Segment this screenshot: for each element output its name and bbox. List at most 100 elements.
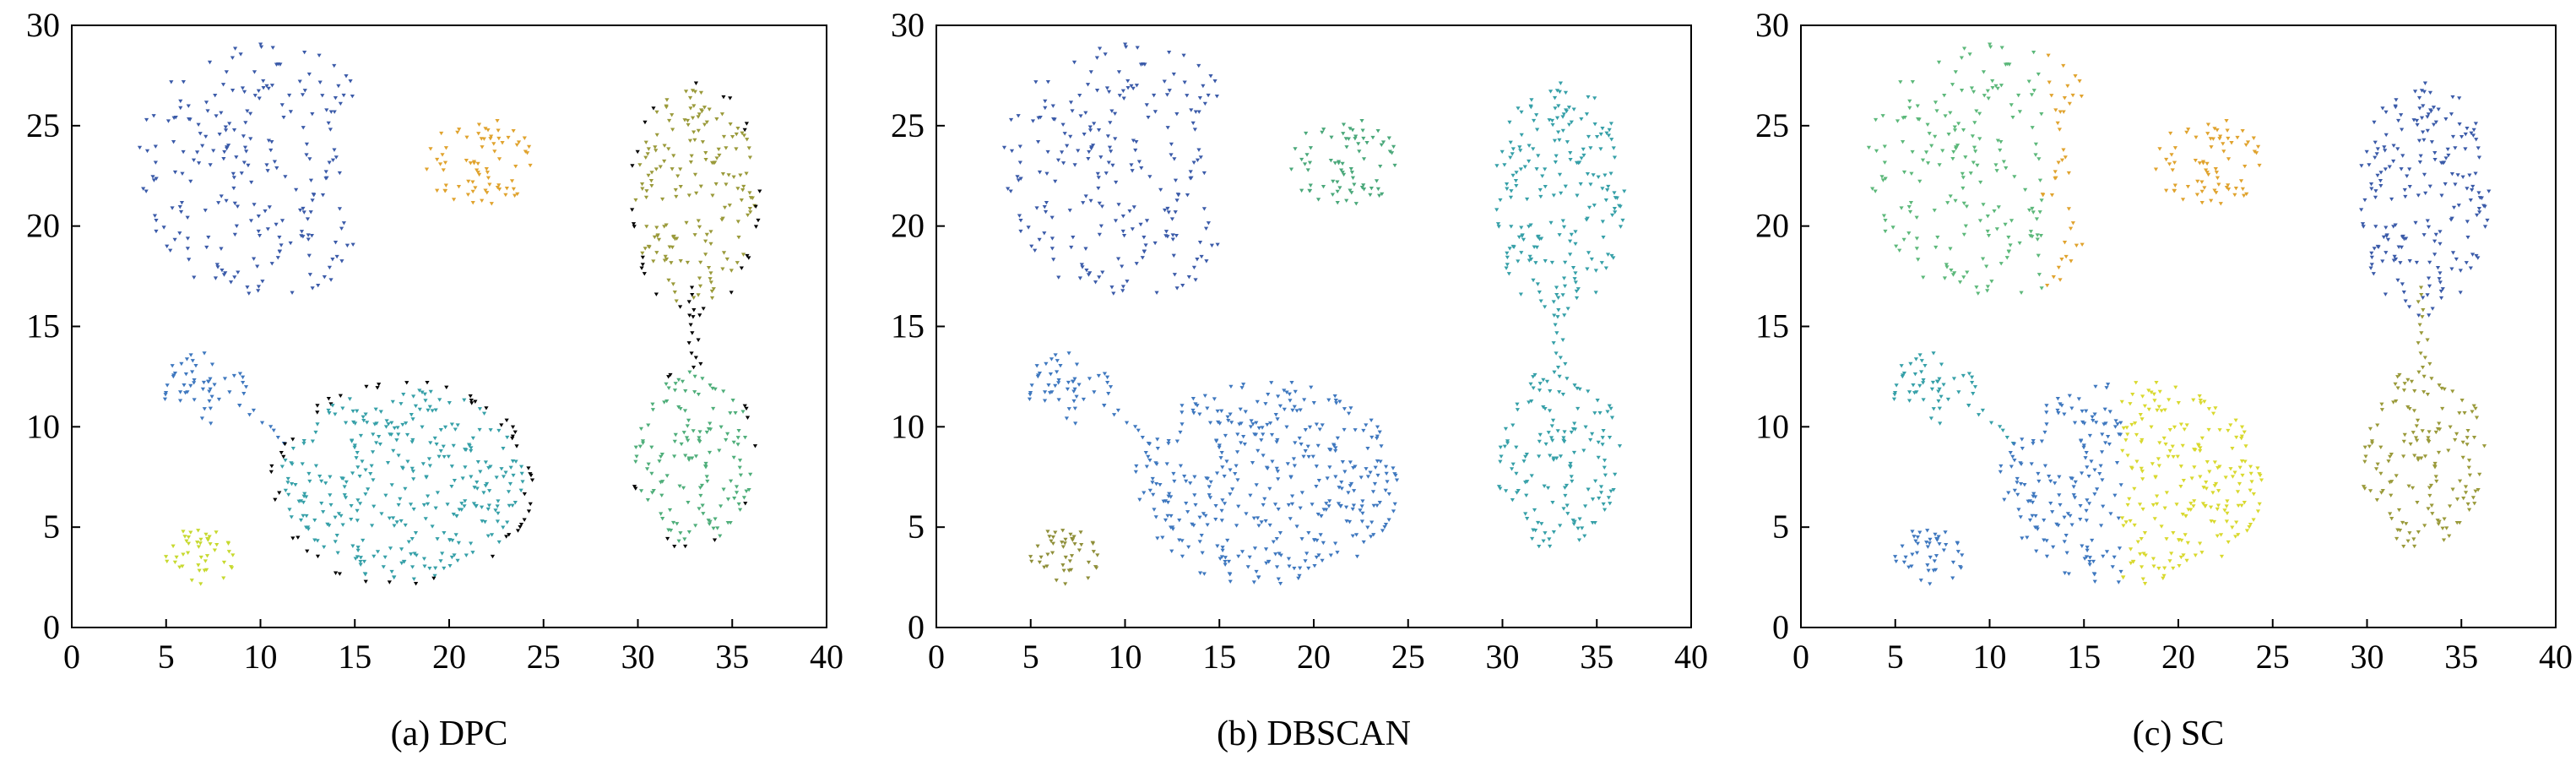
data-point <box>2049 193 2055 198</box>
data-point <box>1066 407 1071 411</box>
data-point <box>203 134 209 139</box>
data-point <box>678 305 683 309</box>
data-point <box>744 122 749 126</box>
data-point <box>711 287 716 291</box>
data-point <box>664 98 670 102</box>
data-point <box>2218 533 2224 537</box>
data-point <box>1274 440 1279 444</box>
data-point <box>716 147 721 152</box>
data-point <box>2071 485 2076 489</box>
data-point <box>507 503 512 508</box>
data-point <box>435 157 440 162</box>
data-point <box>1945 397 1951 402</box>
data-point <box>2235 135 2240 140</box>
data-point <box>1120 229 1125 234</box>
data-point <box>2374 152 2379 156</box>
data-point <box>2100 478 2105 482</box>
data-point <box>728 411 733 416</box>
data-point <box>459 508 464 512</box>
data-point <box>2149 390 2154 394</box>
data-point <box>1375 129 1380 133</box>
data-point <box>677 484 682 488</box>
data-point <box>421 557 427 561</box>
data-point <box>1288 167 1294 171</box>
data-point <box>187 258 192 262</box>
data-point <box>1220 546 1225 550</box>
data-point <box>2198 475 2203 479</box>
data-point <box>188 383 193 388</box>
data-point <box>1161 499 1166 504</box>
x-tick-label: 35 <box>2444 638 2478 676</box>
data-point <box>409 440 415 444</box>
data-point <box>1060 122 1066 128</box>
data-point <box>645 152 650 156</box>
data-point <box>1302 162 1308 166</box>
data-point <box>1344 198 1349 203</box>
data-point <box>348 79 353 84</box>
data-point <box>2438 271 2443 275</box>
data-point <box>1060 541 1065 545</box>
data-point <box>639 266 644 270</box>
data-point <box>171 116 176 121</box>
data-point <box>2427 361 2432 367</box>
data-point <box>2028 234 2033 238</box>
data-point <box>2051 274 2056 280</box>
data-point <box>1566 122 1572 128</box>
data-point <box>1502 444 1507 449</box>
data-point <box>2465 236 2470 240</box>
data-point <box>1321 128 1326 132</box>
data-point <box>1998 139 2004 144</box>
data-point <box>1351 503 1357 508</box>
data-point <box>1170 237 1175 242</box>
data-point <box>2010 454 2015 459</box>
data-point <box>2226 136 2231 141</box>
data-point <box>709 289 714 294</box>
data-point <box>2139 437 2145 443</box>
data-point <box>310 198 315 203</box>
data-point <box>2059 258 2064 262</box>
data-point <box>1592 204 1597 208</box>
data-point <box>182 535 187 539</box>
data-point <box>354 456 359 460</box>
data-point <box>1333 448 1338 454</box>
data-point <box>1093 280 1098 285</box>
data-point <box>414 553 419 557</box>
data-point <box>1547 537 1552 541</box>
data-point <box>1304 551 1310 556</box>
data-point <box>499 467 504 471</box>
data-point <box>256 285 262 289</box>
data-point <box>1220 498 1225 503</box>
data-point <box>1368 470 1373 475</box>
data-point <box>2178 555 2183 560</box>
data-point <box>1608 171 1613 176</box>
data-point <box>196 529 201 533</box>
data-point <box>1990 85 1995 90</box>
data-point <box>333 515 338 520</box>
data-point <box>377 383 382 387</box>
data-point <box>720 171 726 177</box>
data-point <box>1337 486 1342 490</box>
data-point <box>703 158 708 162</box>
data-point <box>301 442 306 446</box>
data-point <box>2244 529 2250 533</box>
data-point <box>2429 503 2434 508</box>
data-point <box>1077 276 1083 280</box>
data-point <box>1907 209 1913 215</box>
data-point <box>1029 559 1034 564</box>
data-point <box>672 236 678 242</box>
data-point <box>643 155 648 160</box>
data-point <box>1136 428 1141 433</box>
data-point <box>327 160 332 165</box>
data-point <box>708 242 713 247</box>
data-point <box>1509 467 1515 471</box>
data-point <box>385 460 391 465</box>
data-point <box>2161 573 2167 579</box>
data-point <box>1117 94 1122 98</box>
data-point <box>1527 254 1532 259</box>
data-point <box>1960 186 1966 191</box>
data-point <box>365 421 370 425</box>
data-point <box>649 171 654 175</box>
data-point <box>1508 195 1514 200</box>
